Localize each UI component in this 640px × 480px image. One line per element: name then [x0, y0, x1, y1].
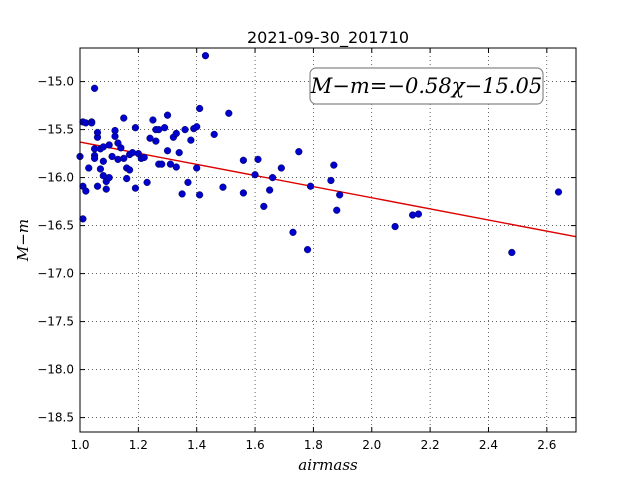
data-point: [260, 202, 268, 211]
fit-line-layer: [79, 141, 577, 238]
x-tick-label: 1.2: [129, 438, 148, 452]
data-point: [90, 154, 99, 163]
data-point: [554, 188, 563, 196]
y-tick-label: −17.5: [37, 315, 74, 329]
data-point: [330, 161, 338, 169]
plot-frame: [79, 47, 577, 433]
data-point: [163, 147, 172, 155]
y-tick-labels: −15.0 −15.5 −16.0 −16.5 −17.0 −17.5 −18.0 −18.5: [37, 75, 74, 425]
data-point: [225, 109, 233, 117]
data-point: [201, 52, 210, 60]
y-tick-label: −18.5: [37, 411, 74, 425]
data-point: [93, 128, 102, 137]
data-point: [327, 176, 335, 185]
data-point: [143, 178, 151, 187]
data-point: [105, 141, 113, 149]
x-tick-label: 1.0: [70, 438, 89, 452]
x-tick-label: 2.0: [362, 438, 381, 452]
data-point: [93, 182, 102, 190]
chart-title: 2021-09-30_201710: [247, 28, 409, 48]
data-point: [333, 206, 341, 214]
data-point: [82, 187, 90, 195]
data-point: [210, 130, 218, 139]
data-point: [123, 174, 131, 183]
data-point: [251, 171, 259, 179]
data-point: [105, 174, 113, 182]
y-tick-label: −18.0: [37, 363, 74, 377]
data-point: [140, 153, 148, 162]
x-tick-label: 1.6: [246, 438, 265, 452]
y-tick-label: −15.5: [37, 123, 74, 137]
x-tick-label: 1.8: [304, 438, 323, 452]
axis-ticks: [79, 48, 576, 432]
data-point: [303, 246, 312, 254]
data-point: [120, 114, 128, 122]
data-point: [289, 228, 297, 236]
data-point: [161, 124, 169, 132]
x-tick-label: 2.6: [537, 438, 556, 452]
data-point: [254, 155, 262, 163]
data-point: [152, 137, 160, 145]
data-point: [146, 134, 154, 142]
data-point: [181, 126, 189, 134]
data-point: [336, 191, 344, 199]
x-tick-label: 2.4: [479, 438, 498, 452]
y-axis-label: M−m: [14, 219, 32, 262]
data-point: [239, 189, 247, 197]
data-point: [277, 164, 285, 172]
data-point: [111, 126, 119, 135]
data-point: [172, 163, 180, 171]
data-point: [108, 152, 116, 161]
data-point: [295, 148, 303, 156]
data-point: [196, 191, 204, 199]
data-point: [193, 164, 201, 172]
data-point: [414, 210, 423, 218]
data-point: [102, 185, 110, 193]
data-point: [306, 182, 315, 190]
y-tick-label: −17.0: [37, 267, 74, 281]
data-point: [184, 178, 192, 187]
grid: [79, 48, 576, 432]
y-tick-label: −16.5: [37, 219, 74, 233]
data-point: [126, 166, 134, 174]
data-point: [85, 164, 93, 172]
data-point: [187, 136, 195, 144]
data-point: [193, 123, 201, 131]
x-tick-labels: 1.0 1.2 1.4 1.6 1.8 2.0 2.2 2.4 2.6: [70, 438, 556, 452]
data-point: [166, 160, 175, 168]
data-point: [172, 129, 180, 138]
fit-equation: M−m=−0.58χ−15.05: [310, 74, 542, 98]
data-point: [391, 222, 399, 231]
data-point: [79, 215, 87, 223]
data-point: [175, 149, 183, 157]
data-point: [239, 156, 247, 164]
data-point: [120, 154, 128, 163]
data-point: [163, 111, 172, 119]
data-point: [196, 104, 204, 113]
x-axis-label: airmass: [298, 456, 358, 474]
y-tick-label: −15.0: [37, 75, 74, 89]
data-point: [99, 157, 107, 165]
data-point: [117, 144, 125, 152]
data-point: [219, 183, 227, 191]
data-point: [268, 174, 277, 182]
data-point: [508, 248, 516, 257]
data-point: [131, 124, 140, 132]
y-tick-label: −16.0: [37, 171, 74, 185]
fit-line: [79, 141, 577, 238]
data-point: [178, 190, 186, 198]
data-point: [88, 119, 96, 127]
x-tick-label: 1.4: [187, 438, 206, 452]
data-point: [266, 186, 274, 194]
data-points: [76, 52, 563, 257]
data-point: [90, 84, 99, 92]
fit-equation-box: M−m=−0.58χ−15.05: [309, 67, 544, 105]
data-point: [149, 116, 157, 124]
x-tick-label: 2.2: [421, 438, 440, 452]
data-point: [131, 184, 140, 192]
data-point: [158, 160, 166, 168]
data-point: [96, 165, 105, 173]
